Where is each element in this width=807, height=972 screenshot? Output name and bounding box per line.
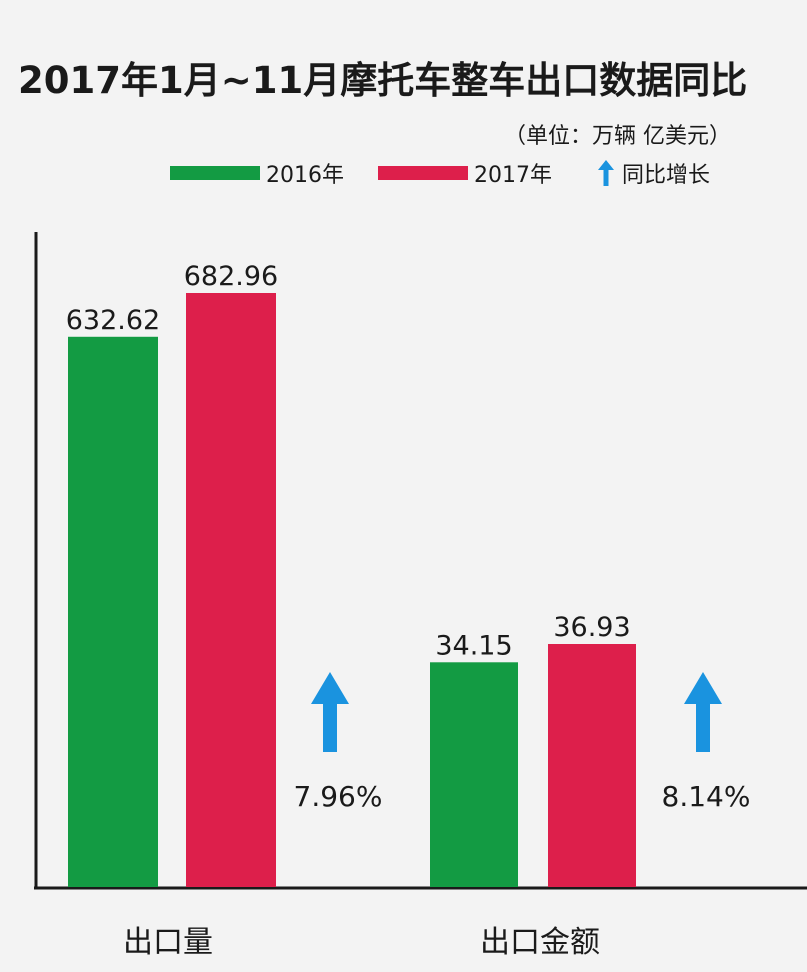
legend-swatch-2016 bbox=[170, 166, 260, 180]
x-tick-label: 出口金额 bbox=[480, 925, 600, 960]
data-label: 682.96 bbox=[184, 261, 278, 292]
legend-item-growth: 同比增长 bbox=[598, 155, 710, 191]
chart-title: 2017年1月~11月摩托车整车出口数据同比 bbox=[18, 59, 748, 102]
bar-2017-volume bbox=[186, 293, 276, 887]
data-label: 36.93 bbox=[553, 612, 630, 643]
legend-swatch-2017 bbox=[378, 166, 468, 180]
data-label: 632.62 bbox=[66, 305, 160, 336]
legend-label-2016: 2016年 bbox=[266, 163, 344, 188]
legend-label-2017: 2017年 bbox=[474, 163, 552, 188]
legend: 2016年 2017年 同比增长 bbox=[0, 155, 807, 191]
legend-item-2016: 2016年 bbox=[170, 155, 344, 191]
legend-arrow-up-icon bbox=[598, 160, 614, 186]
legend-label-growth: 同比增长 bbox=[622, 163, 711, 188]
bar-2016-value bbox=[430, 662, 518, 887]
bar-2016-volume bbox=[68, 336, 158, 887]
growth-arrow-up-icon bbox=[311, 672, 349, 752]
legend-item-2017: 2017年 bbox=[378, 155, 552, 191]
growth-arrow-up-icon bbox=[684, 672, 722, 752]
bar-2017-value bbox=[548, 644, 636, 887]
data-label: 34.15 bbox=[435, 630, 512, 661]
x-tick-label: 出口量 bbox=[123, 925, 213, 960]
unit-label: （单位：万辆 亿美元） bbox=[504, 124, 731, 149]
growth-label: 7.96% bbox=[294, 780, 383, 813]
growth-label: 8.14% bbox=[662, 780, 751, 813]
